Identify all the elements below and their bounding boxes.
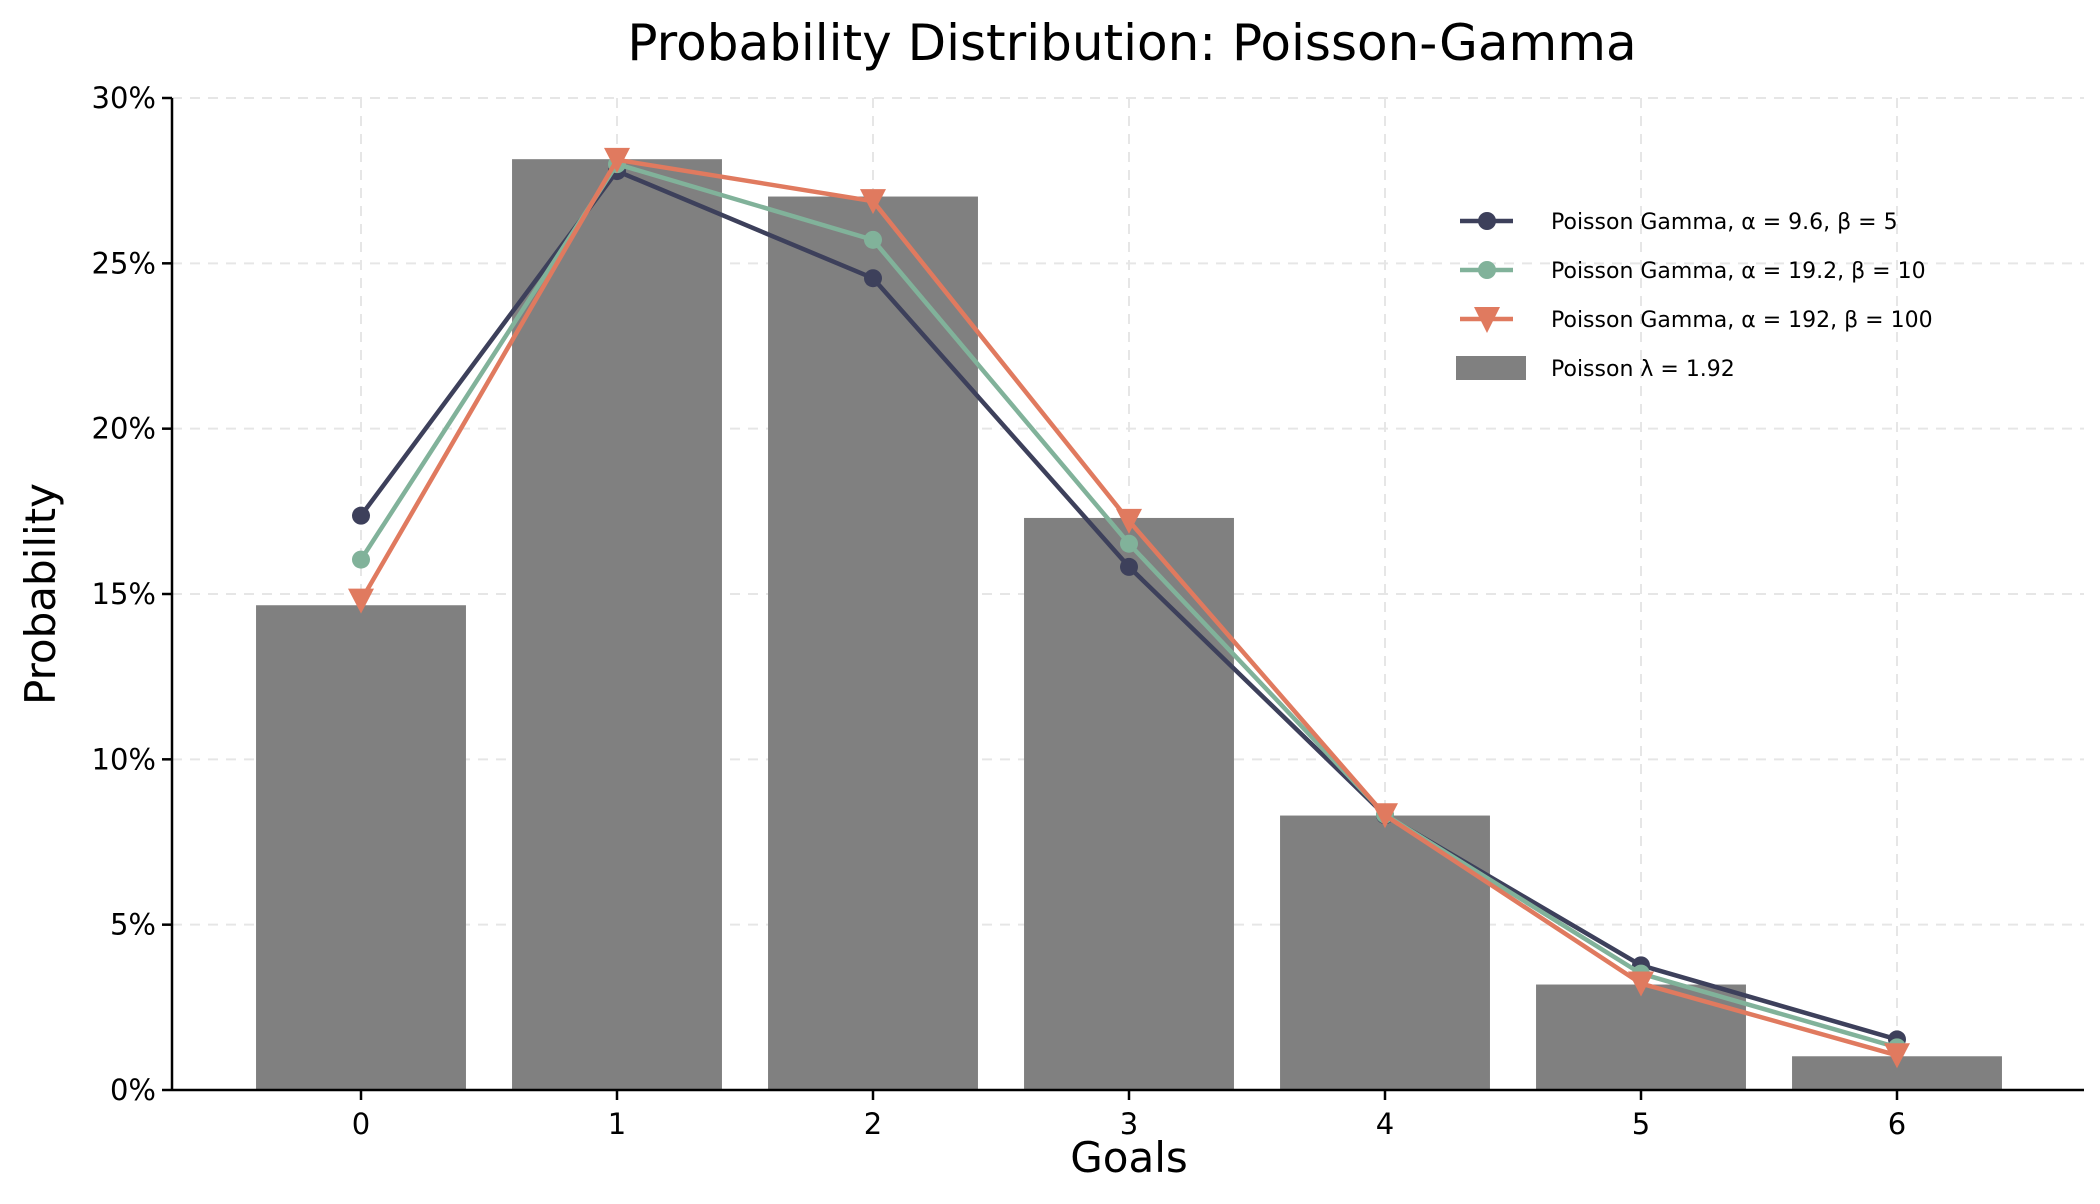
- y-tick-label: 20%: [92, 412, 156, 446]
- legend-label: Poisson Gamma, α = 19.2, β = 10: [1551, 259, 1926, 284]
- y-tick-label: 5%: [110, 908, 156, 942]
- data-point: [1372, 803, 1398, 829]
- legend: Poisson Gamma, α = 9.6, β = 5 Poisson Gam…: [1456, 210, 1933, 382]
- data-point: [1628, 971, 1654, 997]
- y-axis-label: Probability: [16, 483, 65, 705]
- y-tick-label: 0%: [110, 1073, 156, 1107]
- data-point: [604, 147, 630, 173]
- y-tick-label: 15%: [92, 577, 156, 611]
- data-point: [1116, 508, 1142, 534]
- bar: [1536, 984, 1746, 1090]
- x-tick-label: 2: [864, 1107, 882, 1141]
- legend-swatch: [1456, 356, 1526, 380]
- x-tick-label: 1: [608, 1107, 626, 1141]
- axes: 0% 5% 10% 15% 20% 25% 30% 0 1 2 3 4 5 6: [92, 81, 2084, 1141]
- legend-marker: [1478, 261, 1496, 279]
- series-lines: [348, 147, 1910, 1069]
- data-point: [864, 230, 882, 249]
- data-point: [1120, 557, 1138, 576]
- x-tick-label: 4: [1376, 1107, 1394, 1141]
- legend-marker: [1474, 307, 1500, 333]
- legend-marker: [1478, 212, 1496, 230]
- y-tick-label: 10%: [92, 742, 156, 776]
- data-point: [352, 506, 370, 525]
- data-point: [352, 550, 370, 569]
- data-point: [1884, 1043, 1910, 1069]
- data-point: [864, 269, 882, 288]
- legend-label: Poisson Gamma, α = 9.6, β = 5: [1551, 210, 1898, 235]
- x-tick-label: 0: [352, 1107, 370, 1141]
- bar: [768, 196, 978, 1090]
- x-tick-label: 6: [1888, 1107, 1906, 1141]
- y-tick-label: 25%: [92, 246, 156, 280]
- legend-label: Poisson Gamma, α = 192, β = 100: [1551, 308, 1933, 333]
- x-tick-label: 5: [1632, 1107, 1650, 1141]
- bar: [1024, 517, 1234, 1090]
- data-point: [348, 588, 374, 614]
- y-tick-label: 30%: [92, 81, 156, 115]
- x-tick-label: 3: [1120, 1107, 1138, 1141]
- x-axis-label: Goals: [1070, 1133, 1188, 1182]
- bar: [512, 159, 722, 1090]
- data-point: [860, 189, 886, 215]
- chart-title: Probability Distribution: Poisson-Gamma: [627, 14, 1636, 72]
- data-point: [1120, 534, 1138, 553]
- bar: [256, 605, 466, 1090]
- legend-label: Poisson λ = 1.92: [1551, 357, 1735, 382]
